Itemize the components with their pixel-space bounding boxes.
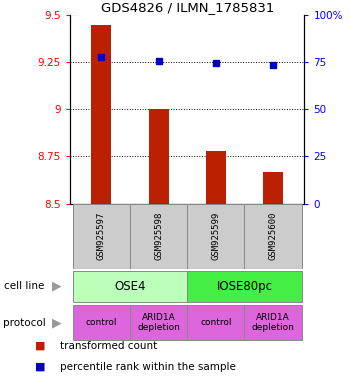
- Text: GSM925597: GSM925597: [97, 212, 106, 260]
- Text: GSM925600: GSM925600: [268, 212, 278, 260]
- Bar: [73, 271, 187, 302]
- Bar: [91, 25, 111, 204]
- Text: cell line: cell line: [4, 281, 44, 291]
- Text: control: control: [86, 318, 117, 327]
- Text: ■: ■: [35, 341, 46, 351]
- Bar: [73, 204, 130, 269]
- Bar: [187, 204, 244, 269]
- Bar: [244, 305, 302, 340]
- Bar: [206, 151, 226, 204]
- Text: ▶: ▶: [52, 316, 61, 329]
- Text: transformed count: transformed count: [60, 341, 157, 351]
- Text: control: control: [200, 318, 232, 327]
- Text: ▶: ▶: [52, 280, 61, 293]
- Bar: [130, 305, 187, 340]
- Bar: [187, 271, 302, 302]
- Text: protocol: protocol: [4, 318, 46, 328]
- Text: ■: ■: [35, 362, 46, 372]
- Bar: [244, 204, 302, 269]
- Text: ARID1A
depletion: ARID1A depletion: [137, 313, 180, 332]
- Text: GSM925599: GSM925599: [211, 212, 220, 260]
- Bar: [130, 204, 187, 269]
- Bar: [263, 172, 283, 204]
- Bar: [73, 305, 130, 340]
- Text: OSE4: OSE4: [114, 280, 146, 293]
- Text: ARID1A
depletion: ARID1A depletion: [252, 313, 294, 332]
- Bar: [187, 305, 244, 340]
- Bar: [149, 109, 169, 204]
- Text: GSM925598: GSM925598: [154, 212, 163, 260]
- Text: percentile rank within the sample: percentile rank within the sample: [60, 362, 235, 372]
- Text: IOSE80pc: IOSE80pc: [216, 280, 272, 293]
- Title: GDS4826 / ILMN_1785831: GDS4826 / ILMN_1785831: [100, 1, 274, 14]
